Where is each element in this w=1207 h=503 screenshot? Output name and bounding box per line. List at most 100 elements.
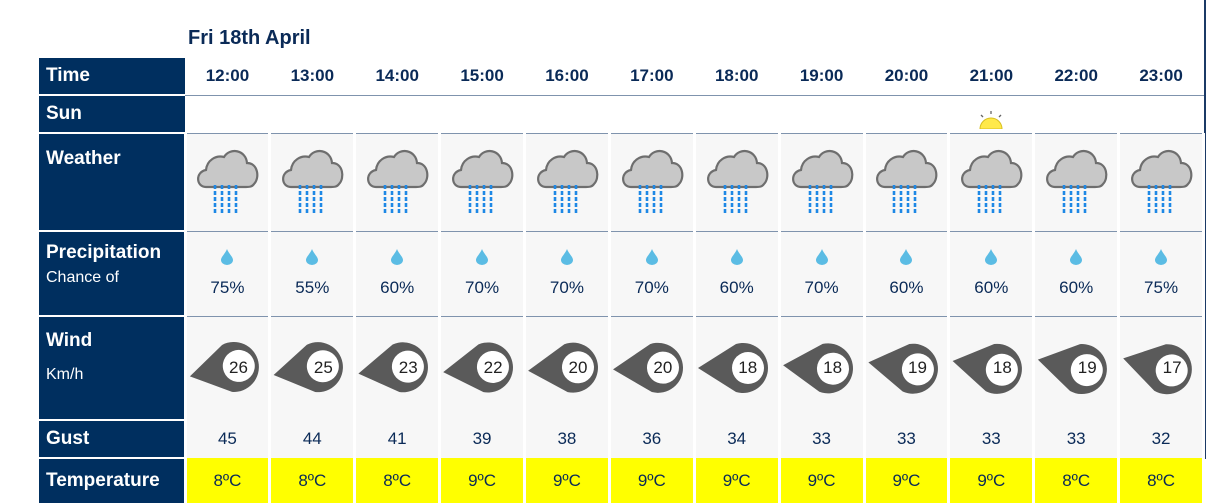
temperature-value: 8ºC (1062, 470, 1091, 490)
heavy-rain-icon (452, 149, 514, 213)
gust-cell: 33 (1032, 420, 1121, 458)
gust-cell: 45 (183, 420, 272, 458)
precipitation-chance: 75% (1144, 278, 1179, 297)
precipitation-chance: 60% (719, 278, 754, 297)
gust-cell: 36 (607, 420, 696, 458)
time-cell: 19:00 (779, 58, 864, 95)
weather-cell (353, 132, 442, 231)
sun-cell (948, 94, 1034, 133)
weather-cell (523, 132, 611, 231)
hour-label: 12:00 (205, 66, 250, 86)
wind-direction-marker: 17 (1120, 338, 1204, 398)
temperature-cell: 8ºC (268, 458, 357, 503)
wind-speed: 25 (313, 358, 333, 378)
right-border (1204, 0, 1206, 459)
gust-cell: 33 (947, 420, 1036, 458)
gust-cell: 33 (777, 420, 866, 458)
time-cell: 13:00 (270, 58, 355, 95)
wind-cell: 23 (353, 315, 442, 420)
precipitation-chance: 70% (804, 278, 839, 297)
gust-speed: 33 (981, 429, 1001, 448)
gust-cell: 34 (692, 420, 781, 458)
wind-arrow-icon (612, 343, 683, 394)
time-cell: 18:00 (694, 58, 779, 95)
sun-cell (1118, 94, 1204, 133)
raindrop-icon (476, 249, 489, 265)
sun-cell (1033, 94, 1119, 133)
precipitation-cell: 70% (777, 230, 866, 316)
wind-arrow-icon (867, 343, 938, 394)
time-cell: 21:00 (949, 58, 1034, 95)
precipitation-chance: 60% (1059, 278, 1094, 297)
time-cell: 14:00 (355, 58, 440, 95)
temperature-value: 9ºC (807, 470, 836, 490)
gust-cell: 32 (1117, 420, 1205, 458)
wind-cell: 20 (523, 315, 611, 420)
sun-cell (779, 94, 864, 133)
precipitation-cell: 70% (523, 230, 611, 316)
raindrop-icon (221, 249, 234, 265)
row-label-precipitation: Precipitation Chance of (39, 230, 185, 317)
wind-direction-marker: 20 (611, 338, 695, 398)
temperature-cell: 9ºC (607, 458, 696, 503)
temperature-value: 8ºC (383, 470, 412, 490)
wind-cell: 26 (183, 315, 272, 420)
wind-arrow-icon (358, 342, 429, 393)
sun-cell (609, 94, 695, 133)
wind-unit-label: Km/h (46, 366, 84, 383)
wind-direction-marker: 18 (781, 338, 865, 398)
wind-speed: 20 (568, 358, 588, 378)
gust-speed: 36 (642, 429, 662, 448)
sun-cell (864, 94, 949, 133)
weather-cell (607, 132, 696, 231)
gust-speed: 33 (812, 429, 832, 448)
wind-cell: 18 (777, 315, 866, 420)
wind-arrow-icon (1123, 344, 1192, 395)
wind-cell: 19 (862, 315, 951, 420)
wind-direction-marker: 25 (271, 338, 355, 398)
wind-speed: 22 (483, 358, 503, 378)
time-cell: 16:00 (525, 58, 610, 95)
gust-speed: 34 (727, 429, 747, 448)
raindrop-icon (730, 249, 743, 265)
heavy-rain-icon (282, 149, 344, 213)
gust-cell: 33 (862, 420, 951, 458)
temperature-cell: 8ºC (353, 458, 442, 503)
heavy-rain-icon (791, 149, 853, 213)
temperature-cell: 9ºC (862, 458, 951, 503)
precipitation-cell: 60% (692, 230, 781, 316)
hour-label: 17:00 (630, 66, 674, 86)
wind-speed: 19 (1077, 358, 1097, 378)
wind-cell: 17 (1117, 315, 1205, 420)
gust-speed: 33 (896, 429, 916, 448)
sun-cell (524, 94, 610, 133)
row-label-weather: Weather (39, 132, 185, 232)
wind-direction-marker: 19 (1035, 338, 1119, 398)
time-cell: 20:00 (864, 58, 949, 95)
weather-cell (1032, 132, 1121, 231)
gust-speed: 33 (1066, 429, 1086, 448)
temperature-value: 9ºC (977, 470, 1006, 490)
hour-label: 14:00 (375, 66, 419, 86)
precipitation-chance: 60% (380, 278, 415, 297)
precipitation-cell: 60% (1032, 230, 1121, 316)
wind-speed: 18 (738, 358, 758, 378)
temperature-value: 9ºC (468, 470, 497, 490)
weather-cell (268, 132, 357, 231)
wind-direction-marker: 22 (441, 338, 525, 398)
hour-label: 22:00 (1054, 66, 1098, 86)
precipitation-label: Precipitation (46, 242, 162, 263)
heavy-rain-icon (367, 149, 429, 213)
wind-speed: 17 (1162, 358, 1182, 378)
heavy-rain-icon (876, 149, 938, 213)
hour-label: 21:00 (969, 66, 1014, 86)
precipitation-cell: 60% (862, 230, 951, 316)
gust-cell: 41 (353, 420, 442, 458)
wind-arrow-icon (273, 342, 344, 393)
sun-cell (694, 94, 780, 133)
forecast-table: Time 12:00 13:00 14:00 15:00 16:00 17:00 18:00 1… (39, 58, 1205, 503)
sun-cell (185, 94, 270, 133)
wind-direction-marker: 18 (950, 338, 1034, 398)
time-cell: 15:00 (440, 58, 525, 95)
gust-speed: 32 (1151, 429, 1171, 448)
